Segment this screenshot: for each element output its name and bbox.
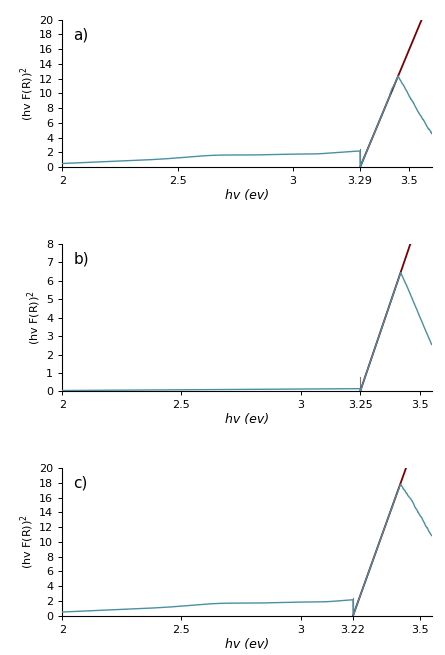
Y-axis label: (hv F(R))$^2$: (hv F(R))$^2$ — [19, 514, 36, 569]
X-axis label: hv (ev): hv (ev) — [225, 413, 269, 426]
Y-axis label: (hv F(R))$^2$: (hv F(R))$^2$ — [19, 66, 36, 121]
Text: b): b) — [73, 252, 89, 267]
Text: a): a) — [73, 27, 89, 42]
Text: c): c) — [73, 476, 88, 491]
X-axis label: hv (ev): hv (ev) — [225, 637, 269, 650]
Y-axis label: (hv F(R))$^2$: (hv F(R))$^2$ — [26, 290, 43, 345]
X-axis label: hv (ev): hv (ev) — [225, 189, 269, 202]
